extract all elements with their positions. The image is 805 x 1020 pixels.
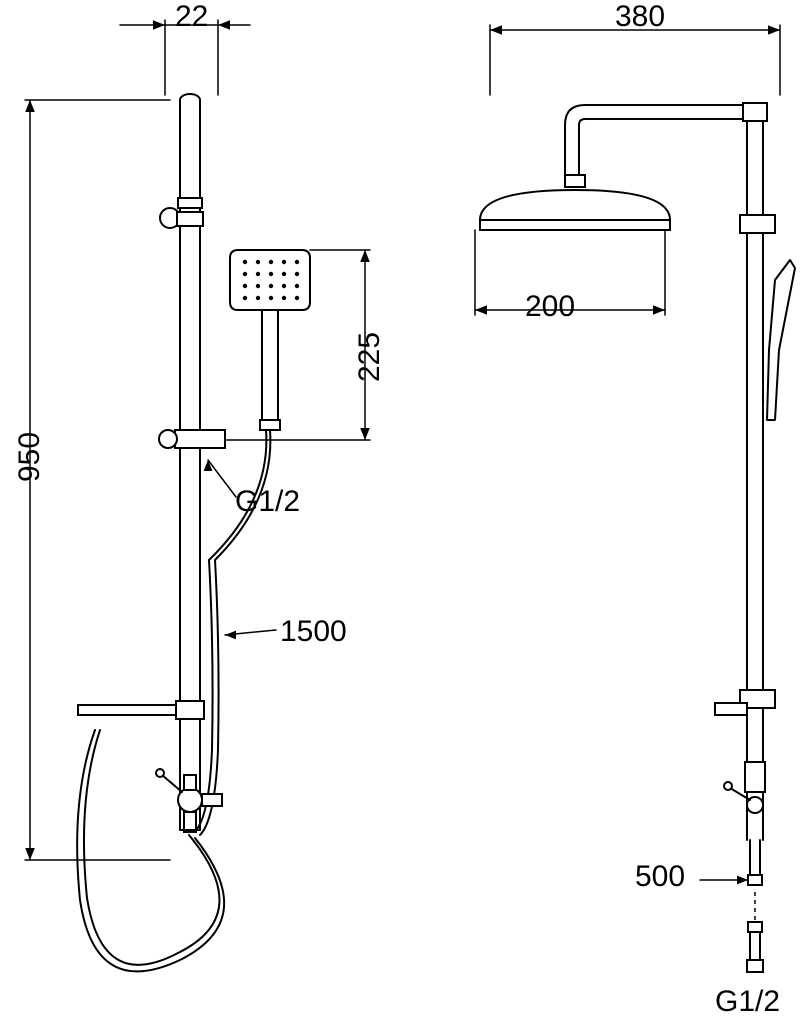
dim-conn-500: 500	[635, 860, 685, 894]
dim-hose-1500: 1500	[280, 615, 347, 649]
label-g12-side: G1/2	[715, 985, 780, 1019]
dim-height-950: 950	[13, 432, 47, 482]
dim-pipe-22: 22	[175, 0, 208, 34]
dim-handshower-225: 225	[353, 332, 387, 382]
label-g12-front: G1/2	[235, 485, 300, 519]
technical-drawing-canvas: 950 22 225 G1/2 1500 380 200 500 G1/2	[0, 0, 805, 1020]
dim-arm-380: 380	[615, 0, 665, 34]
dim-head-200: 200	[525, 290, 575, 324]
